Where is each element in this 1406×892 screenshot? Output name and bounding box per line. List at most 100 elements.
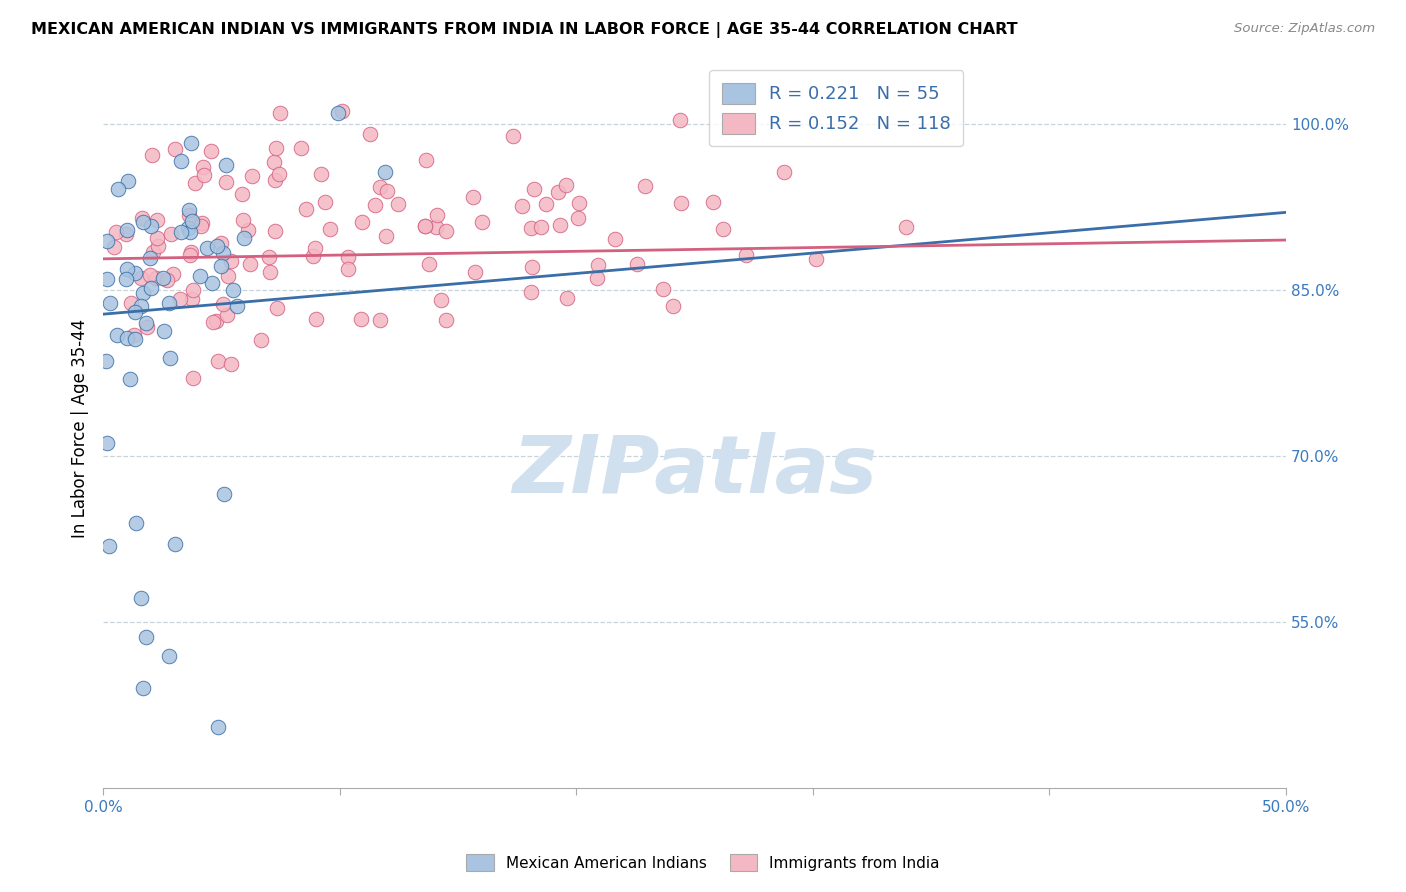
Point [179,247,201,261]
Point [96,272,118,286]
Point [415,153,437,167]
Point [170,154,193,169]
Point [146,239,169,253]
Point [426,208,449,222]
Y-axis label: In Labor Force | Age 35-44: In Labor Force | Age 35-44 [72,318,89,538]
Point [129,299,152,313]
Point [129,591,152,605]
Point [163,537,186,551]
Text: ZIPatlas: ZIPatlas [512,433,877,510]
Point [242,169,264,183]
Point [336,262,359,277]
Point [165,142,187,156]
Point [180,292,202,306]
Point [519,285,541,300]
Point [190,268,212,283]
Point [626,257,648,271]
Point [146,231,169,245]
Point [120,295,142,310]
Point [413,219,436,233]
Point [217,269,239,284]
Point [350,215,373,229]
Point [332,103,354,118]
Point [183,177,205,191]
Point [257,250,280,264]
Point [160,227,183,242]
Point [304,242,326,256]
Point [195,241,218,255]
Point [239,256,262,270]
Point [502,128,524,143]
Point [225,299,247,313]
Point [180,244,202,259]
Point [98,539,121,553]
Point [207,354,229,368]
Point [179,225,201,239]
Point [568,196,591,211]
Point [520,260,543,274]
Point [233,231,256,245]
Point [259,265,281,279]
Point [510,199,533,213]
Point [263,155,285,169]
Point [359,127,381,141]
Point [124,305,146,319]
Point [219,254,242,268]
Point [567,211,589,226]
Point [215,308,238,322]
Point [461,189,484,203]
Point [669,113,692,128]
Point [157,296,180,310]
Point [314,195,336,210]
Point [319,222,342,236]
Point [200,144,222,158]
Point [302,249,325,263]
Point [205,313,228,327]
Point [209,235,232,250]
Point [221,283,243,297]
Point [131,211,153,226]
Point [250,333,273,347]
Point [425,219,447,234]
Legend: R = 0.221   N = 55, R = 0.152   N = 118: R = 0.221 N = 55, R = 0.152 N = 118 [710,70,963,146]
Point [530,219,553,234]
Point [135,317,157,331]
Legend: Mexican American Indians, Immigrants from India: Mexican American Indians, Immigrants fro… [460,848,946,877]
Point [671,196,693,211]
Point [122,327,145,342]
Point [141,281,163,295]
Point [132,681,155,695]
Point [139,268,162,283]
Point [605,232,627,246]
Point [212,486,235,500]
Point [215,175,238,189]
Point [159,351,181,366]
Point [266,140,288,154]
Point [181,214,204,228]
Point [141,148,163,162]
Point [115,272,138,286]
Point [117,174,139,188]
Point [98,295,121,310]
Point [145,270,167,285]
Point [375,184,398,198]
Point [264,173,287,187]
Point [181,283,204,297]
Point [295,202,318,217]
Text: MEXICAN AMERICAN INDIAN VS IMMIGRANTS FROM INDIA IN LABOR FORCE | AGE 35-44 CORR: MEXICAN AMERICAN INDIAN VS IMMIGRANTS FR… [31,22,1018,38]
Point [413,219,436,233]
Point [634,178,657,193]
Point [215,158,238,172]
Point [157,649,180,664]
Point [162,267,184,281]
Point [555,178,578,193]
Point [266,301,288,315]
Point [211,245,233,260]
Point [232,213,254,227]
Point [387,197,409,211]
Point [201,276,224,290]
Point [115,227,138,242]
Point [169,292,191,306]
Point [105,226,128,240]
Point [139,251,162,265]
